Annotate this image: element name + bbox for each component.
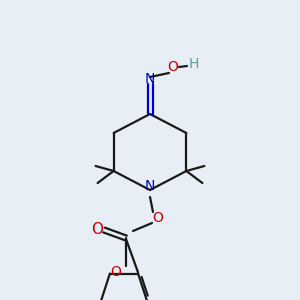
Text: H: H [189, 57, 199, 71]
Text: O: O [153, 211, 164, 225]
Text: O: O [91, 221, 103, 236]
Text: O: O [110, 265, 121, 279]
Text: N: N [145, 72, 155, 86]
Text: N: N [145, 179, 155, 193]
Text: O: O [168, 60, 178, 74]
